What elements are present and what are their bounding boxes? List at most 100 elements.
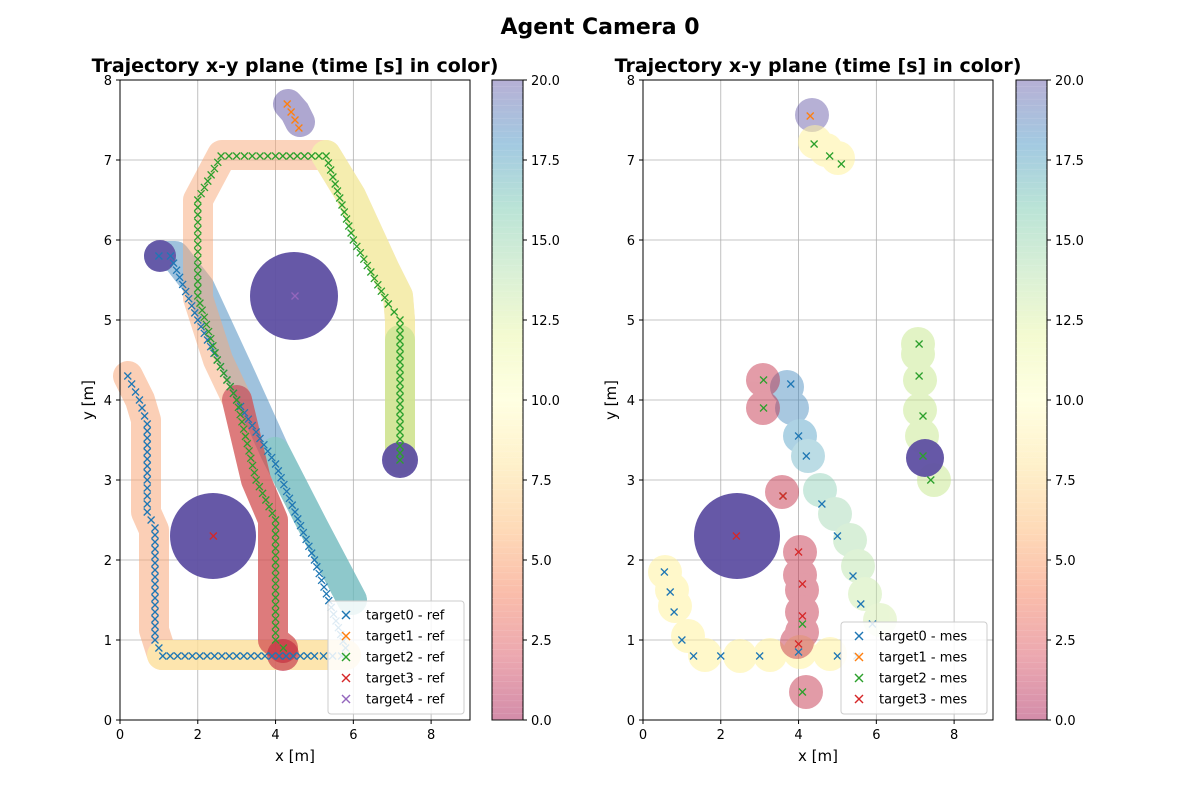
x-tick-label: 4 bbox=[794, 728, 802, 743]
data-point bbox=[193, 196, 202, 204]
colorbar-tick-label: 5.0 bbox=[1055, 554, 1076, 569]
figure-suptitle: Agent Camera 0 bbox=[500, 15, 699, 40]
data-point bbox=[188, 652, 197, 660]
data-point bbox=[331, 180, 340, 188]
data-point bbox=[193, 240, 202, 249]
data-point bbox=[193, 277, 202, 286]
data-point bbox=[193, 247, 202, 256]
data-point bbox=[732, 532, 741, 540]
data-point bbox=[240, 152, 249, 160]
data-point bbox=[217, 652, 226, 660]
data-point bbox=[271, 152, 280, 160]
colorbar-tick-label: 5.0 bbox=[531, 554, 552, 569]
data-point bbox=[359, 255, 368, 264]
data-point bbox=[352, 242, 361, 251]
data-point bbox=[143, 508, 152, 516]
data-point bbox=[193, 255, 202, 264]
data-point bbox=[211, 348, 220, 357]
legend-item: target3 - mes bbox=[854, 693, 967, 708]
legend-item: target0 - ref bbox=[341, 609, 445, 624]
data-point bbox=[307, 152, 316, 160]
data-point bbox=[271, 614, 280, 623]
data-point bbox=[195, 652, 204, 660]
data-point bbox=[143, 476, 152, 484]
y-tick-label: 3 bbox=[627, 474, 635, 489]
data-point bbox=[239, 652, 248, 660]
y-tick-label: 2 bbox=[104, 554, 112, 569]
data-point bbox=[253, 652, 262, 660]
left-colorbar: 0.0 2.5 5.0 7.5 10.0 12.5 15.0 17.5 20.0 bbox=[491, 74, 560, 729]
data-point bbox=[260, 652, 269, 660]
data-point bbox=[310, 556, 319, 564]
colorbar-tick-label: 7.5 bbox=[531, 474, 552, 489]
data-point bbox=[143, 484, 152, 492]
data-point bbox=[259, 440, 268, 449]
data-point bbox=[229, 389, 238, 398]
data-point bbox=[291, 292, 299, 300]
data-point bbox=[274, 466, 283, 475]
data-point bbox=[396, 407, 404, 415]
data-point bbox=[238, 417, 246, 426]
data-point bbox=[267, 453, 276, 462]
data-point bbox=[396, 428, 404, 436]
data-point bbox=[759, 376, 768, 384]
legend-box bbox=[840, 621, 988, 715]
data-point bbox=[271, 523, 280, 532]
data-point bbox=[833, 652, 842, 660]
data-point bbox=[825, 152, 834, 160]
data-point bbox=[248, 152, 257, 160]
data-point bbox=[287, 108, 296, 116]
data-point bbox=[396, 330, 404, 338]
data-point bbox=[314, 152, 323, 160]
data-point bbox=[151, 538, 159, 546]
data-point bbox=[342, 215, 351, 223]
data-point bbox=[817, 500, 826, 508]
colorbar-tick-label: 12.5 bbox=[1055, 314, 1084, 329]
y-tick-label: 7 bbox=[627, 154, 635, 169]
data-point bbox=[193, 316, 202, 324]
data-point bbox=[926, 476, 935, 484]
data-point bbox=[271, 551, 280, 560]
data-point bbox=[246, 652, 255, 660]
data-point bbox=[396, 421, 404, 429]
data-point bbox=[278, 152, 287, 160]
left-plot: Trajectory x-y plane (time [s] in color) bbox=[79, 55, 498, 765]
x-tick-label: 6 bbox=[872, 728, 880, 743]
left-x-ticks: 0 2 4 6 8 bbox=[116, 720, 435, 743]
data-point bbox=[677, 636, 686, 644]
data-point bbox=[271, 621, 280, 630]
data-point bbox=[370, 274, 379, 283]
legend-label: target4 - ref bbox=[366, 693, 445, 708]
data-point bbox=[396, 316, 404, 324]
data-point bbox=[151, 573, 159, 581]
left-obstacles bbox=[144, 240, 418, 671]
data-point bbox=[396, 400, 404, 408]
data-point bbox=[151, 559, 159, 567]
data-point bbox=[193, 232, 202, 241]
data-point bbox=[217, 152, 226, 160]
y-tick-label: 6 bbox=[104, 234, 112, 249]
data-point bbox=[234, 403, 243, 412]
left-legend: target0 - ref target1 - ref target2 - ref t… bbox=[327, 600, 465, 715]
data-point bbox=[299, 528, 308, 537]
y-tick-label: 0 bbox=[104, 714, 112, 729]
data-point bbox=[670, 608, 679, 616]
data-point bbox=[300, 152, 309, 160]
target0-start-circle bbox=[144, 240, 176, 272]
data-point bbox=[248, 421, 257, 430]
left-x-label: x [m] bbox=[275, 747, 315, 765]
y-tick-label: 8 bbox=[104, 74, 112, 89]
data-point bbox=[347, 229, 356, 237]
data-point bbox=[340, 208, 349, 216]
data-point bbox=[289, 652, 298, 660]
colorbar-tick-label: 2.5 bbox=[531, 634, 552, 649]
data-point bbox=[147, 516, 156, 524]
x-tick-label: 0 bbox=[639, 728, 647, 743]
legend-label: target2 - ref bbox=[366, 651, 445, 666]
data-point bbox=[173, 652, 182, 660]
data-point bbox=[396, 379, 404, 387]
left-y-label: y [m] bbox=[79, 380, 97, 420]
colorbar-tick-label: 10.0 bbox=[1055, 394, 1084, 409]
data-point bbox=[143, 455, 152, 463]
y-tick-label: 5 bbox=[627, 314, 635, 329]
